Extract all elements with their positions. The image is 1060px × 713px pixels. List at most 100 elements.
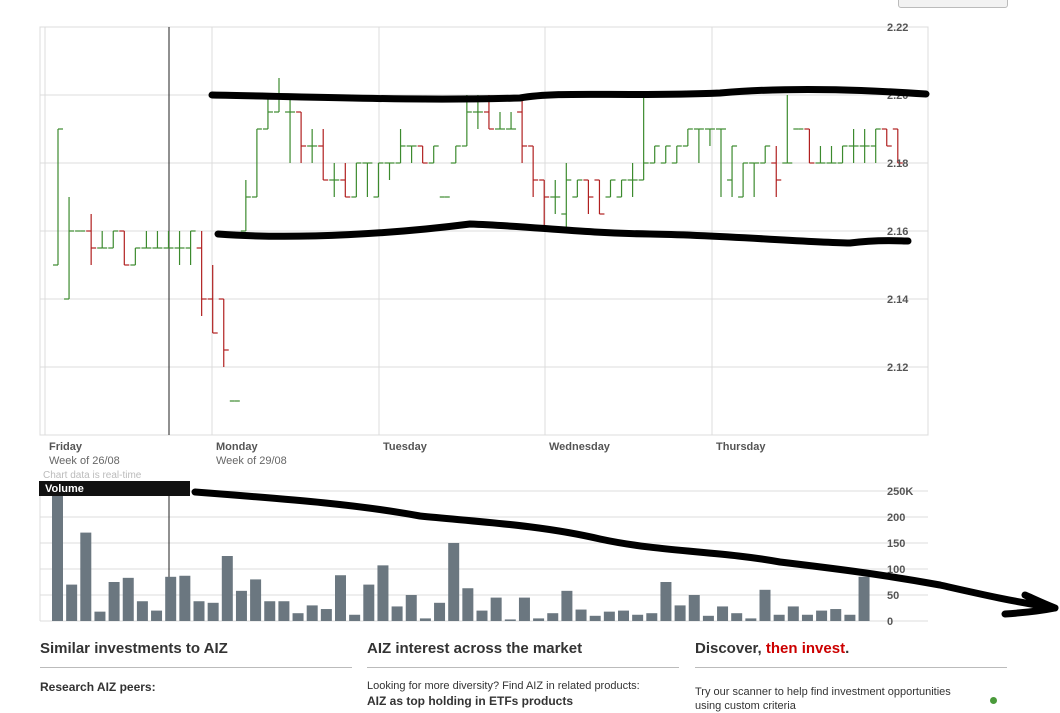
- ohlc-bar: [627, 163, 638, 197]
- ohlc-bar: [329, 163, 340, 197]
- week-label: Week of 29/08: [216, 455, 287, 467]
- ohlc-bar: [583, 179, 594, 214]
- top-button[interactable]: [898, 0, 1008, 8]
- ohlc-bar: [539, 179, 550, 231]
- day-label: Tuesday: [383, 441, 428, 453]
- ohlc-bar: [815, 146, 826, 164]
- ohlc-bar: [307, 129, 318, 163]
- price-bars: [53, 78, 903, 402]
- volume-bar: [816, 610, 828, 621]
- price-volume-chart: 2.222.202.182.162.142.12 Friday Monday Tue…: [39, 22, 1059, 628]
- ohlc-bar: [119, 230, 130, 266]
- realtime-note: Chart data is real-time: [43, 470, 142, 481]
- volume-bar: [136, 601, 148, 621]
- ohlc-bar: [86, 214, 97, 265]
- volume-tick-label: 100: [887, 564, 905, 576]
- ohlc-bar: [207, 265, 218, 334]
- scanner-text-2: using custom criteria: [695, 700, 796, 712]
- ohlc-bar: [196, 231, 207, 316]
- ohlc-bar: [881, 128, 892, 147]
- discover-title-end: .: [845, 640, 850, 657]
- volume-tick-label: 250K: [887, 486, 913, 498]
- resistance-line: [208, 85, 930, 103]
- volume-bar: [278, 601, 290, 621]
- volume-bar: [122, 577, 134, 621]
- volume-bar: [504, 619, 516, 621]
- price-tick-label: 2.16: [887, 226, 908, 238]
- volume-tick-label: 0: [887, 616, 893, 628]
- ohlc-bar: [738, 162, 749, 198]
- trend-arrow: [191, 488, 1059, 618]
- ohlc-bar: [64, 197, 75, 300]
- etf-holding-link[interactable]: AIZ as top holding in ETFs products: [367, 694, 573, 708]
- ohlc-bar: [296, 111, 307, 163]
- ohlc-bar: [53, 128, 63, 266]
- volume-tick-label: 200: [887, 512, 905, 524]
- ohlc-bar: [716, 128, 726, 197]
- volume-bar: [533, 618, 545, 621]
- volume-bar: [773, 614, 785, 621]
- price-tick-label: 2.14: [887, 294, 909, 306]
- volume-bar: [377, 565, 389, 621]
- ohlc-bar: [660, 145, 671, 164]
- ohlc-bar: [163, 231, 174, 249]
- volume-bar: [844, 614, 856, 621]
- price-tick-label: 2.18: [887, 158, 908, 170]
- ohlc-bar: [561, 163, 572, 231]
- ohlc-bar: [130, 247, 141, 266]
- discover-section: Discover, then invest. Try our scanner t…: [695, 640, 1007, 712]
- volume-bar: [589, 615, 601, 621]
- volume-bar: [858, 576, 870, 621]
- volume-bar: [94, 611, 106, 621]
- discover-title: Discover, then invest.: [695, 640, 1007, 668]
- price-tick-label: 2.22: [887, 22, 908, 34]
- volume-bar: [221, 556, 233, 621]
- volume-bar: [207, 602, 219, 621]
- ohlc-bar: [141, 231, 152, 249]
- ohlc-bar: [638, 95, 649, 181]
- ohlc-bar: [152, 231, 163, 249]
- volume-bar: [646, 613, 658, 621]
- diversity-text: Looking for more diversity? Find AIZ in …: [367, 680, 640, 692]
- ohlc-bar: [373, 162, 384, 198]
- ohlc-bar: [859, 129, 870, 163]
- volume-bar: [52, 491, 63, 621]
- ohlc-bar: [760, 145, 771, 164]
- scanner-text[interactable]: Try our scanner to help find investment …: [695, 686, 951, 698]
- ohlc-bar: [870, 128, 881, 163]
- volume-bar: [179, 575, 191, 621]
- ohlc-bar: [97, 231, 108, 249]
- ohlc-bar: [704, 128, 715, 146]
- ohlc-bar: [605, 179, 616, 198]
- similar-investments-section: Similar investments to AIZ Research AIZ …: [40, 640, 352, 694]
- ohlc-bar: [572, 179, 583, 198]
- annotation-overlay: [191, 85, 1059, 618]
- research-peers-label[interactable]: Research AIZ peers:: [40, 680, 156, 694]
- volume-bar: [66, 584, 78, 621]
- ohlc-bar: [804, 128, 815, 164]
- ohlc-bar: [285, 95, 296, 163]
- ohlc-bar: [384, 162, 395, 180]
- ohlc-bar: [848, 129, 859, 163]
- volume-bar: [731, 613, 743, 621]
- volume-bar: [603, 611, 615, 621]
- volume-bar: [151, 610, 163, 621]
- volume-bar: [235, 590, 247, 621]
- ohlc-bar: [649, 145, 660, 164]
- volume-tick-label: 50: [887, 590, 899, 602]
- market-interest-title: AIZ interest across the market: [367, 640, 679, 668]
- volume-bar: [618, 610, 629, 621]
- ohlc-bar: [727, 145, 738, 197]
- volume-bar: [688, 595, 700, 621]
- discover-title-accent: then invest: [765, 640, 846, 657]
- ohlc-bar: [351, 162, 362, 198]
- ohlc-bar: [174, 231, 185, 265]
- ohlc-bar: [406, 145, 417, 163]
- day-label: Thursday: [716, 441, 766, 453]
- ohlc-bar: [682, 128, 693, 147]
- volume-bar: [419, 618, 431, 621]
- volume-y-ticks: 250K 200 150 100 50 0 Volume: [39, 481, 913, 628]
- ohlc-bar: [671, 145, 682, 164]
- volume-title-box: [39, 481, 190, 496]
- price-tick-label: 2.12: [887, 362, 908, 374]
